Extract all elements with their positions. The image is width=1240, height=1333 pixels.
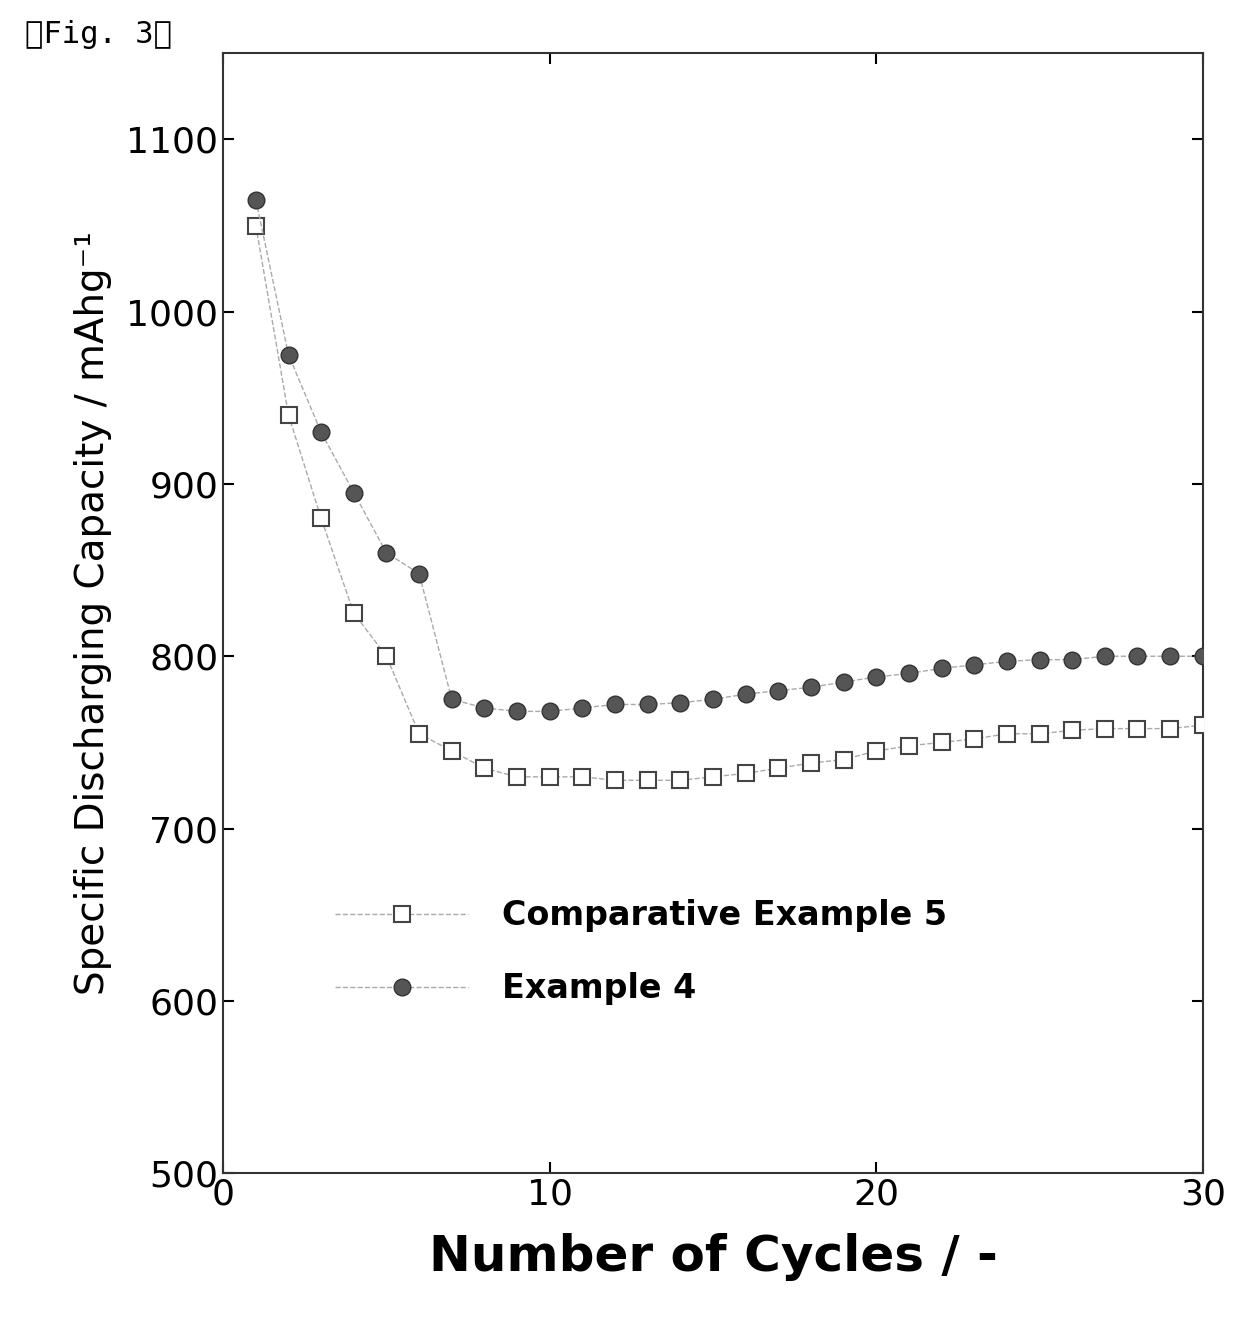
Comparative Example 5 [706, 769, 720, 785]
Comparative Example 5 [934, 734, 949, 750]
Example 4 [248, 192, 263, 208]
Comparative Example 5 [281, 407, 296, 423]
Comparative Example 5 [444, 742, 459, 758]
Comparative Example 5 [542, 769, 557, 785]
Comparative Example 5 [1097, 721, 1112, 737]
Line: Example 4: Example 4 [248, 192, 1211, 720]
Comparative Example 5 [673, 772, 688, 788]
Example 4 [934, 660, 949, 676]
Comparative Example 5 [575, 769, 590, 785]
Example 4 [771, 682, 786, 698]
Comparative Example 5 [314, 511, 329, 527]
Line: Comparative Example 5: Comparative Example 5 [248, 217, 1211, 789]
Example 4 [314, 424, 329, 440]
Example 4 [412, 565, 427, 581]
Example 4 [346, 485, 361, 501]
Comparative Example 5 [836, 752, 851, 768]
Comparative Example 5 [346, 605, 361, 621]
Comparative Example 5 [771, 760, 786, 776]
Example 4 [967, 657, 982, 673]
Comparative Example 5 [477, 760, 492, 776]
Example 4 [575, 700, 590, 716]
Example 4 [738, 686, 753, 702]
Comparative Example 5 [510, 769, 525, 785]
Example 4 [836, 674, 851, 690]
Comparative Example 5 [999, 725, 1014, 741]
Example 4 [1097, 648, 1112, 664]
Example 4 [869, 669, 884, 685]
Example 4 [477, 700, 492, 716]
Legend: Comparative Example 5, Example 4: Comparative Example 5, Example 4 [319, 882, 963, 1022]
Example 4 [999, 653, 1014, 669]
Example 4 [510, 704, 525, 720]
Text: 【Fig. 3】: 【Fig. 3】 [25, 20, 172, 49]
Example 4 [1163, 648, 1178, 664]
Example 4 [281, 347, 296, 363]
Comparative Example 5 [1065, 722, 1080, 738]
Example 4 [444, 692, 459, 708]
Example 4 [1032, 652, 1047, 668]
Comparative Example 5 [412, 725, 427, 741]
Y-axis label: Specific Discharging Capacity / mAhg⁻¹: Specific Discharging Capacity / mAhg⁻¹ [74, 231, 113, 996]
X-axis label: Number of Cycles / -: Number of Cycles / - [429, 1233, 997, 1281]
Example 4 [608, 696, 622, 712]
Comparative Example 5 [248, 217, 263, 233]
Comparative Example 5 [1195, 717, 1210, 733]
Example 4 [1195, 648, 1210, 664]
Comparative Example 5 [804, 754, 818, 770]
Comparative Example 5 [1032, 725, 1047, 741]
Example 4 [901, 665, 916, 681]
Example 4 [673, 694, 688, 710]
Comparative Example 5 [901, 738, 916, 754]
Comparative Example 5 [1130, 721, 1145, 737]
Comparative Example 5 [869, 742, 884, 758]
Example 4 [640, 696, 655, 712]
Example 4 [706, 692, 720, 708]
Example 4 [542, 704, 557, 720]
Comparative Example 5 [967, 730, 982, 746]
Example 4 [804, 680, 818, 696]
Example 4 [1065, 652, 1080, 668]
Comparative Example 5 [379, 648, 394, 664]
Comparative Example 5 [608, 772, 622, 788]
Comparative Example 5 [1163, 721, 1178, 737]
Example 4 [379, 545, 394, 561]
Comparative Example 5 [640, 772, 655, 788]
Example 4 [1130, 648, 1145, 664]
Comparative Example 5 [738, 765, 753, 781]
